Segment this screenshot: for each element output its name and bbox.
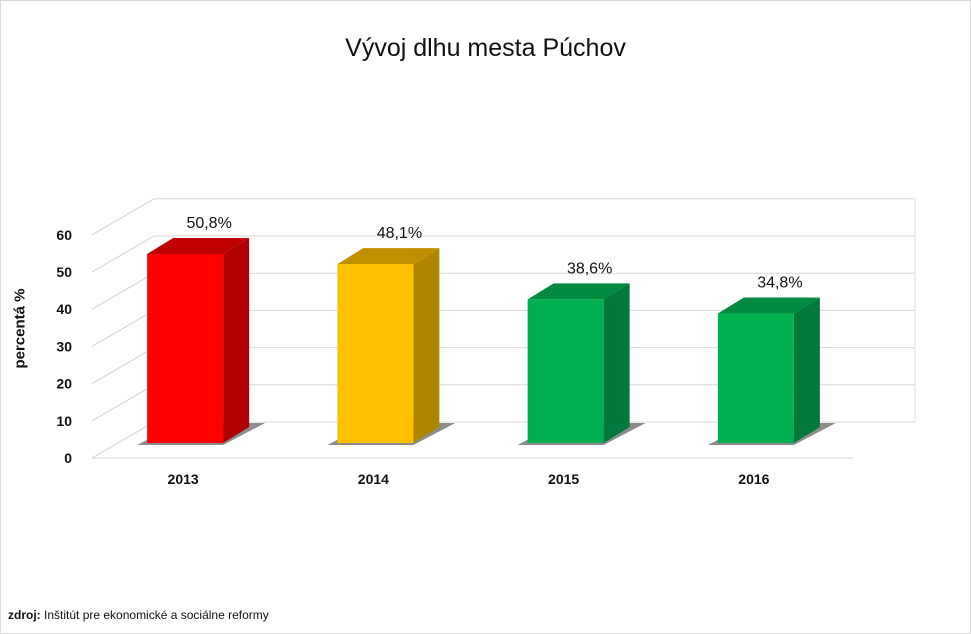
y-tick-label: 0 — [64, 450, 72, 466]
bar-top — [717, 297, 820, 314]
bar — [527, 299, 604, 443]
bar — [717, 313, 794, 443]
gridline-side — [91, 421, 155, 459]
bar-top — [147, 238, 250, 255]
x-tick-label: 2014 — [358, 471, 389, 487]
gridline-side — [91, 235, 155, 273]
y-tick-label: 10 — [56, 413, 72, 429]
y-tick-label: 40 — [56, 301, 72, 317]
source-text: Inštitút pre ekonomické a sociálne refor… — [40, 608, 269, 622]
gridline-side — [91, 309, 155, 347]
y-tick-label: 60 — [56, 227, 72, 243]
y-tick-label: 20 — [56, 376, 72, 392]
gridline-side — [91, 272, 155, 310]
gridline-side — [91, 198, 155, 236]
bar — [147, 254, 224, 443]
chart-title: Vývoj dlhu mesta Púchov — [345, 34, 626, 62]
source-note: zdroj: Inštitút pre ekonomické a sociáln… — [8, 608, 269, 622]
gridline-side — [91, 384, 155, 422]
x-tick-label: 2015 — [548, 471, 579, 487]
bar-top — [337, 248, 440, 265]
x-tick-label: 2013 — [168, 471, 199, 487]
data-label: 34,8% — [757, 275, 802, 292]
bar-side — [793, 297, 820, 443]
gridline-side — [91, 347, 155, 385]
y-tick-label: 50 — [56, 264, 72, 280]
y-tick-label: 30 — [56, 338, 72, 354]
x-tick-label: 2016 — [738, 471, 769, 487]
bar-side — [413, 248, 440, 443]
bar-side — [603, 283, 630, 443]
data-label: 50,8% — [186, 215, 231, 232]
data-label: 48,1% — [377, 225, 422, 242]
source-prefix: zdroj: — [8, 608, 41, 622]
data-label: 38,6% — [567, 260, 612, 277]
bar — [337, 264, 414, 443]
bar-top — [527, 283, 630, 300]
bar-side — [223, 238, 250, 443]
